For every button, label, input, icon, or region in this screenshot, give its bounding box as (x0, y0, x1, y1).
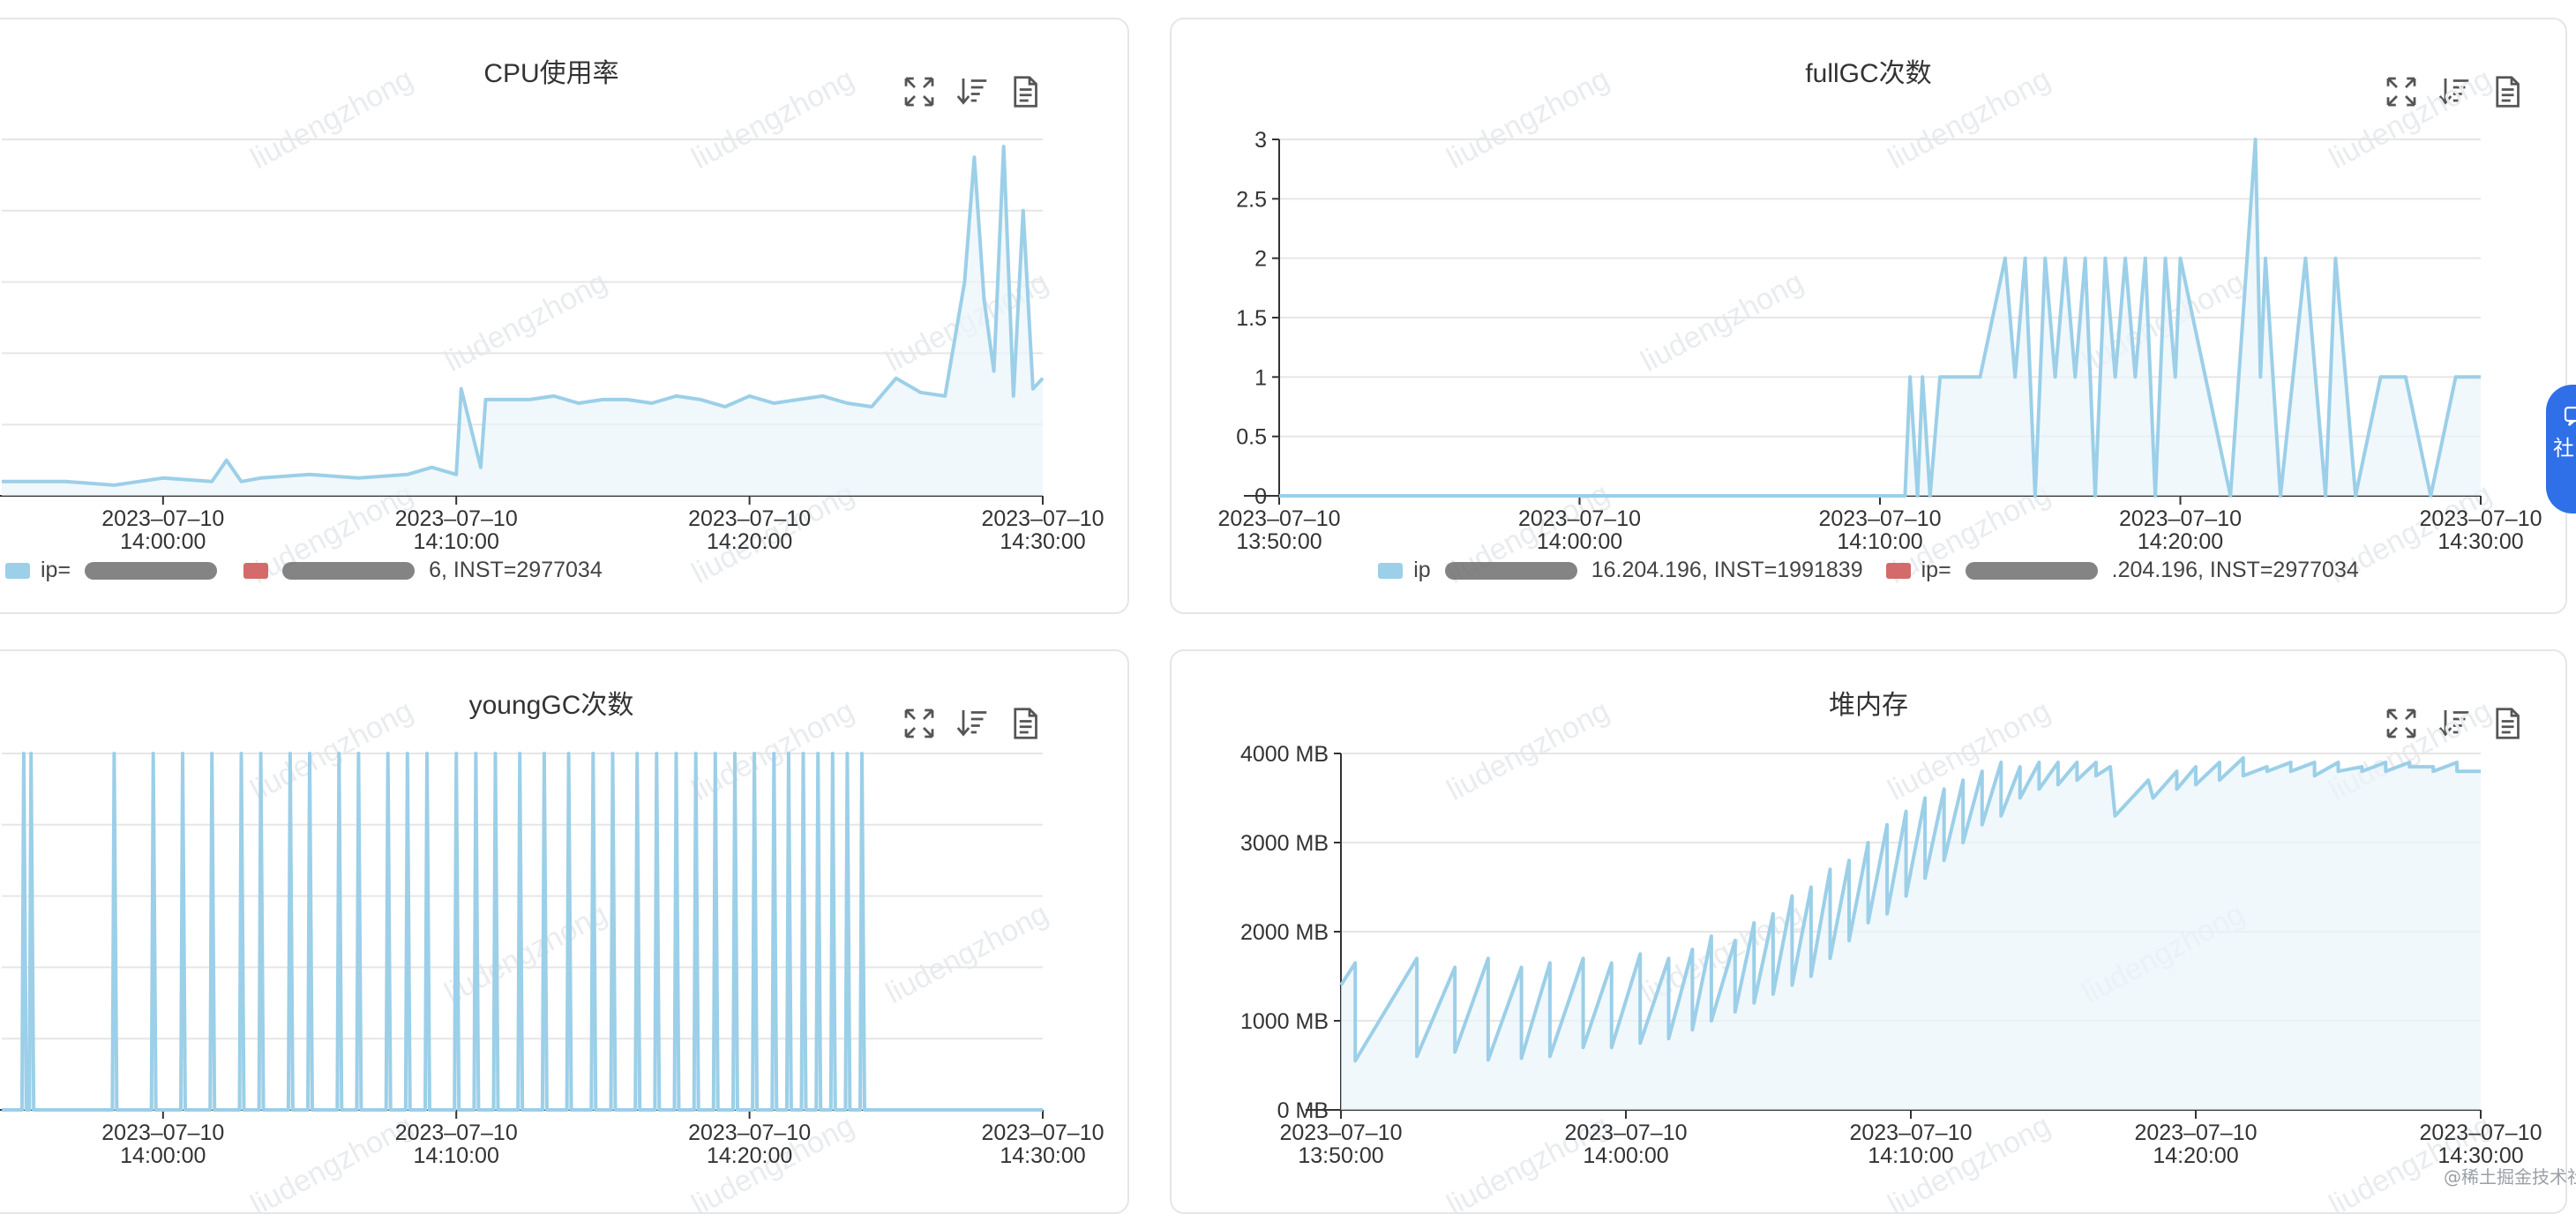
x-tick-label-time: 14:00:00 (120, 529, 206, 554)
legend-label: ip (1413, 558, 1430, 583)
redaction-mark (85, 562, 217, 580)
legend-item[interactable]: ip= (5, 558, 221, 583)
watermark-text: liudengzhong (1442, 694, 1614, 808)
redaction-mark (1966, 562, 2098, 580)
x-tick-label-time: 14:10:00 (1868, 1143, 1953, 1168)
legend-label: 16.204.196, INST=1991839 (1591, 558, 1863, 583)
legend-label: 6, INST=2977034 (429, 558, 603, 583)
x-tick-label-date: 2023–07–10 (1564, 1120, 1687, 1145)
x-tick-label-date: 2023–07–10 (2419, 506, 2542, 531)
x-tick-label-date: 2023–07–10 (1217, 506, 1340, 531)
watermark-text: liudengzhong (1636, 266, 1808, 379)
x-tick-label-time: 14:10:00 (1837, 529, 1922, 554)
x-tick-label-time: 13:50:00 (1236, 529, 1322, 554)
x-tick-label-date: 2023–07–10 (101, 1120, 224, 1145)
redaction-mark (1445, 562, 1577, 580)
x-tick-label-time: 14:20:00 (707, 529, 792, 554)
legend-item[interactable]: ip 16.204.196, INST=1991839 (1378, 558, 1862, 583)
y-tick-label: 3 (1254, 128, 1267, 153)
chart-legend: ip= 6, INST=2977034 (5, 558, 1129, 583)
legend-label: .204.196, INST=2977034 (2112, 558, 2359, 583)
x-tick-label-date: 2023–07–10 (395, 506, 518, 531)
y-tick-label: 2000 MB (1240, 920, 1329, 945)
chart-legend: ip 16.204.196, INST=1991839 ip= .204.196… (1172, 558, 2565, 583)
x-tick-label-time: 14:00:00 (1537, 529, 1622, 554)
x-tick-label-date: 2023–07–10 (2134, 1120, 2257, 1145)
x-tick-label-date: 2023–07–10 (1849, 1120, 1972, 1145)
legend-swatch (243, 563, 268, 579)
y-tick-label: 1.5 (1236, 306, 1267, 331)
legend-swatch (1886, 563, 1911, 579)
x-tick-label-date: 2023–07–10 (2419, 1120, 2542, 1145)
watermark-text: liudengzhong (245, 694, 418, 808)
x-tick-label-time: 14:10:00 (414, 1143, 499, 1168)
watermark-text: liudengzhong (439, 897, 612, 1011)
y-tick-label: 1000 MB (1240, 1009, 1329, 1034)
x-tick-label-time: 14:20:00 (707, 1143, 792, 1168)
x-tick-label-time: 14:00:00 (120, 1143, 206, 1168)
legend-swatch (5, 563, 30, 579)
x-tick-label-time: 14:10:00 (414, 529, 499, 554)
y-tick-label: 4000 MB (1240, 742, 1329, 767)
x-tick-label-date: 2023–07–10 (395, 1120, 518, 1145)
x-tick-label-time: 14:30:00 (2437, 529, 2523, 554)
y-tick-label: 1 (1254, 365, 1267, 390)
feedback-icon (2563, 404, 2576, 427)
footer-watermark: @稀土掘金技术社区 (2444, 1163, 2576, 1188)
watermark-text: liudengzhong (1442, 63, 1614, 176)
x-tick-label-time: 14:00:00 (1583, 1143, 1668, 1168)
watermark-text: liudengzhong (245, 1109, 418, 1212)
legend-swatch (1378, 563, 1403, 579)
watermark-text: liudengzhong (245, 63, 418, 176)
y-tick-label: 2 (1254, 247, 1267, 272)
series-area (1341, 758, 2481, 1110)
legend-item[interactable]: ip= .204.196, INST=2977034 (1886, 558, 2359, 583)
x-tick-label-date: 2023–07–10 (688, 506, 811, 531)
x-tick-label-date: 2023–07–10 (1818, 506, 1941, 531)
x-tick-label-time: 14:20:00 (2153, 1143, 2238, 1168)
series-line (2, 753, 1043, 1110)
y-tick-label: 3000 MB (1240, 831, 1329, 856)
legend-label: ip= (41, 558, 71, 583)
legend-label: ip= (1921, 558, 1951, 583)
x-tick-label-date: 2023–07–10 (1279, 1120, 1402, 1145)
x-tick-label-time: 14:30:00 (1000, 529, 1085, 554)
x-tick-label-time: 13:50:00 (1298, 1143, 1383, 1168)
x-tick-label-time: 14:30:00 (1000, 1143, 1085, 1168)
y-tick-label: 2.5 (1236, 187, 1267, 212)
x-tick-label-date: 2023–07–10 (2119, 506, 2242, 531)
watermark-text: liudengzhong (880, 897, 1053, 1011)
watermark-text: liudengzhong (1883, 63, 2056, 176)
x-tick-label-date: 2023–07–10 (1518, 506, 1641, 531)
feedback-side-tab[interactable]: 社区 (2546, 385, 2576, 513)
side-tab-text: 社区 (2553, 431, 2576, 461)
x-tick-label-time: 14:20:00 (2138, 529, 2223, 554)
redaction-mark (282, 562, 415, 580)
x-tick-label-date: 2023–07–10 (101, 506, 224, 531)
x-tick-label-date: 2023–07–10 (981, 506, 1104, 531)
watermark-text: liudengzhong (686, 63, 859, 176)
watermark-text: liudengzhong (2324, 63, 2497, 176)
x-tick-label-date: 2023–07–10 (688, 1120, 811, 1145)
y-tick-label: 0.5 (1236, 425, 1267, 450)
x-tick-label-date: 2023–07–10 (981, 1120, 1104, 1145)
legend-item[interactable]: 6, INST=2977034 (243, 558, 603, 583)
